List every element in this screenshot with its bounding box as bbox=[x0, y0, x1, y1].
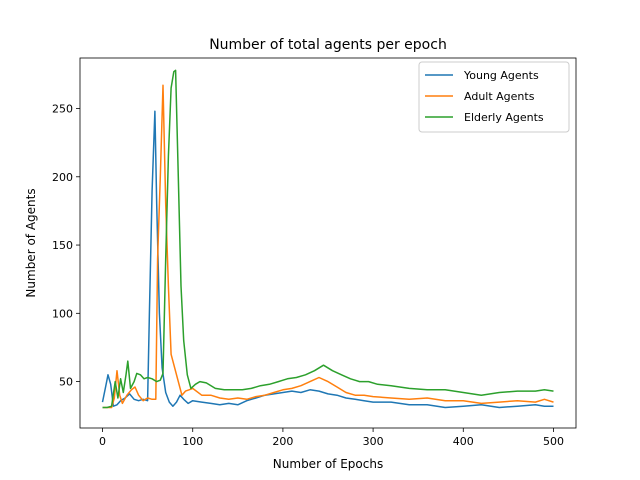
series-line-1 bbox=[102, 84, 554, 409]
plot-area bbox=[79, 57, 577, 429]
x-tick-label: 100 bbox=[182, 435, 203, 448]
series-line-0 bbox=[101, 110, 554, 409]
chart-title: Number of total agents per epoch bbox=[209, 37, 447, 53]
x-tick-label: 200 bbox=[272, 435, 293, 448]
y-tick-label: 200 bbox=[52, 171, 73, 184]
y-tick-label: 100 bbox=[52, 307, 73, 320]
x-tick-label: 500 bbox=[543, 435, 564, 448]
legend: Young Agents Adult Agents Elderly Agents bbox=[418, 61, 570, 133]
legend-label-1: Adult Agents bbox=[464, 90, 535, 103]
x-tick-label: 300 bbox=[363, 435, 384, 448]
legend-items: Young Agents Adult Agents Elderly Agents bbox=[425, 69, 544, 124]
y-tick-label: 150 bbox=[52, 239, 73, 252]
y-axis-ticks: 50 100 150 200 250 bbox=[52, 103, 80, 389]
y-axis-label: Number of Agents bbox=[24, 188, 38, 297]
series-line-2 bbox=[102, 69, 554, 409]
x-tick-label: 400 bbox=[453, 435, 474, 448]
legend-frame bbox=[418, 61, 570, 133]
legend-label-0: Young Agents bbox=[463, 69, 539, 82]
series-layer bbox=[101, 69, 554, 409]
plot-frame bbox=[79, 57, 577, 429]
legend-label-2: Elderly Agents bbox=[464, 111, 544, 124]
x-tick-label: 0 bbox=[99, 435, 106, 448]
y-tick-label: 250 bbox=[52, 103, 73, 116]
x-axis-label: Number of Epochs bbox=[273, 457, 383, 471]
y-tick-label: 50 bbox=[59, 376, 73, 389]
x-axis-ticks: 0 100 200 300 400 500 bbox=[99, 428, 564, 448]
